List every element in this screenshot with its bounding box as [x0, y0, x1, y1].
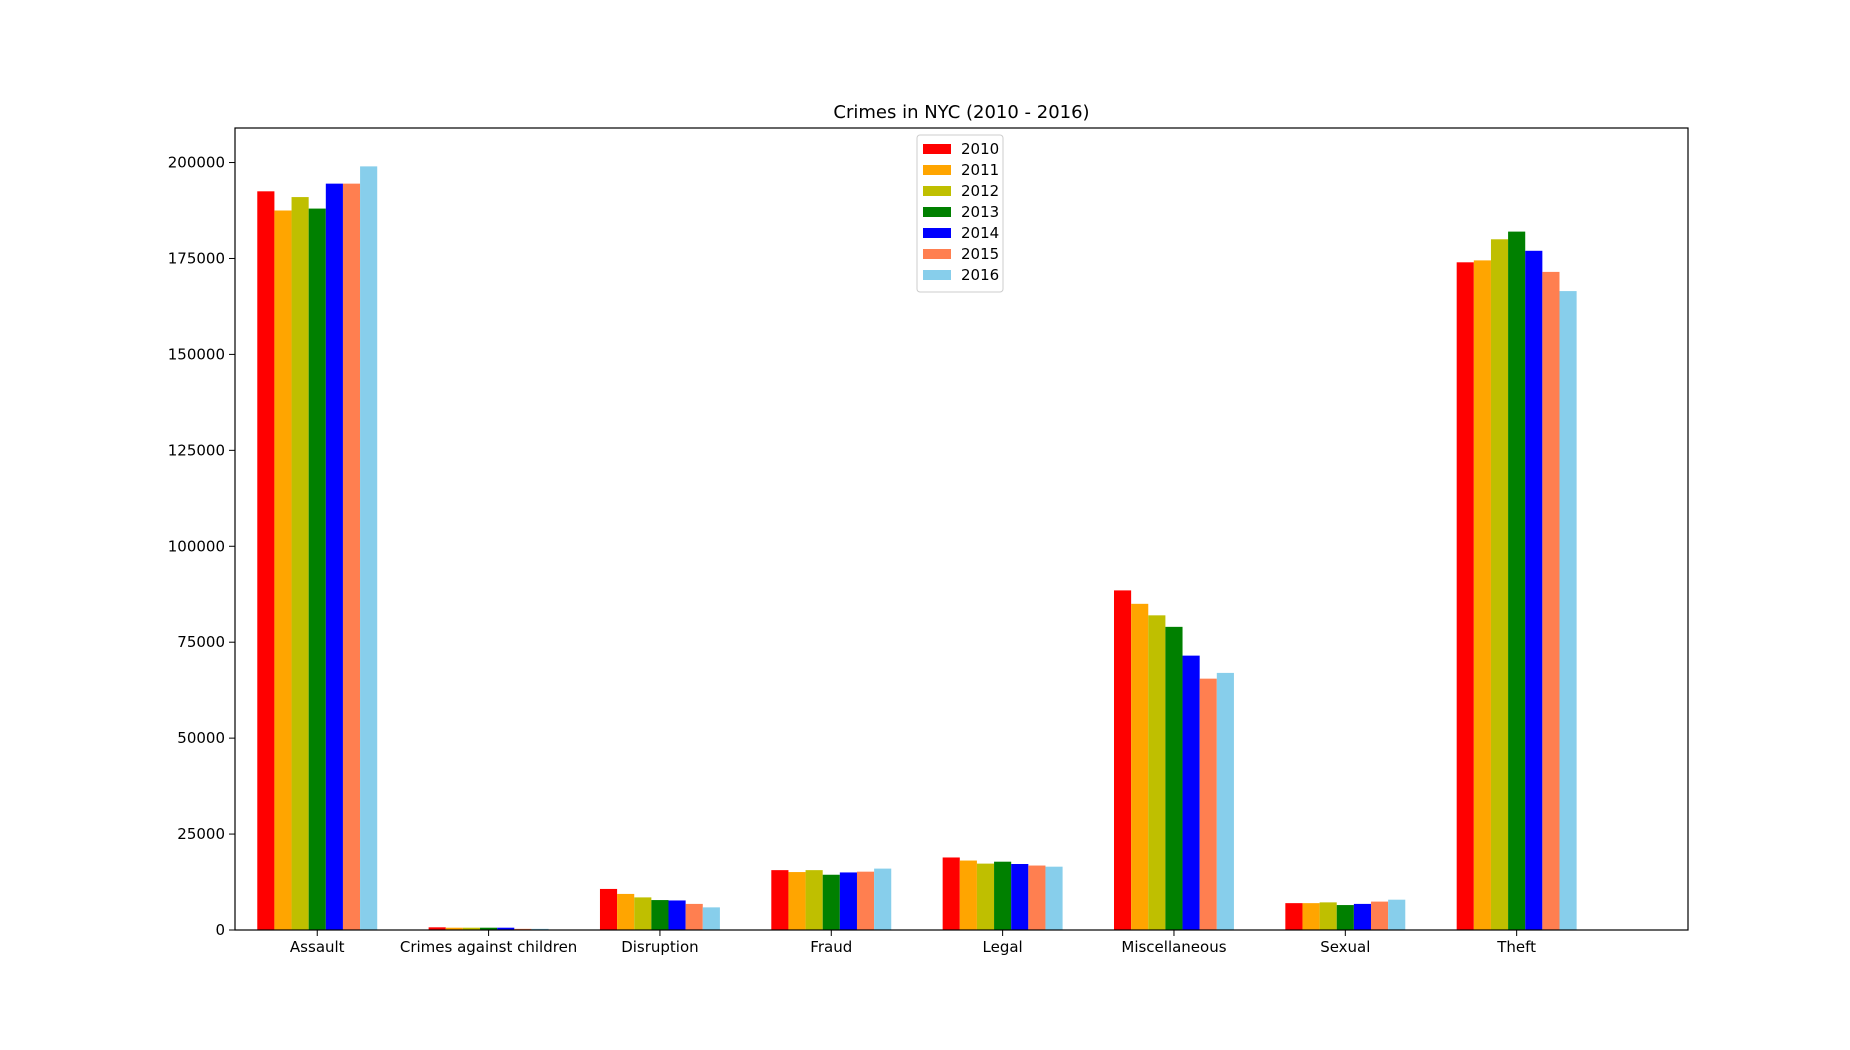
y-tick-label: 25000: [177, 825, 225, 843]
bar: [1182, 655, 1200, 930]
plot-frame: [234, 127, 1689, 931]
bar: [445, 927, 463, 930]
x-tick-label: Legal: [983, 938, 1023, 956]
legend-swatch: [923, 144, 951, 154]
y-tick-label: 125000: [168, 441, 225, 459]
y-tick-label: 50000: [177, 729, 225, 747]
bar: [634, 897, 652, 930]
bar: [291, 197, 309, 930]
legend-swatch: [923, 249, 951, 259]
bar: [360, 166, 378, 931]
bar: [1336, 905, 1354, 930]
bar: [976, 863, 995, 930]
legend-label: 2012: [961, 182, 999, 200]
bar: [274, 210, 292, 931]
bar: [428, 927, 446, 930]
bar: [617, 893, 635, 930]
bar: [771, 870, 789, 930]
x-tick-label: Crimes against children: [400, 938, 577, 956]
y-tick-label: 0: [215, 921, 225, 939]
bar: [839, 872, 857, 930]
x-tick-label: Theft: [1496, 938, 1536, 956]
bar: [1456, 262, 1474, 930]
bar: [874, 868, 892, 930]
bar: [668, 900, 686, 930]
x-tick-label: Disruption: [621, 938, 698, 956]
bar: [685, 903, 703, 930]
legend: 2010 2011 2012 2013 2014 2015 2016: [916, 134, 1004, 293]
legend-label: 2016: [961, 266, 999, 284]
bar: [308, 208, 326, 930]
bar: [702, 907, 720, 930]
bar: [1302, 903, 1320, 930]
bar: [1216, 672, 1234, 930]
y-tick-label: 175000: [168, 249, 225, 267]
legend-swatch: [923, 228, 951, 238]
bar: [1028, 865, 1046, 930]
bar: [1353, 903, 1372, 930]
bar: [1388, 899, 1406, 930]
y-axis: 0 25000 50000 75000 100000 125000 150000 175000…: [168, 154, 235, 939]
bar: [856, 871, 875, 930]
x-tick-label: Assault: [290, 938, 345, 956]
bar: [1148, 615, 1166, 930]
x-tick-label: Fraud: [810, 938, 852, 956]
bar: [1113, 590, 1132, 930]
bar: [1490, 239, 1509, 931]
legend-label: 2010: [961, 140, 999, 158]
bar: [1542, 271, 1560, 930]
bar: [1011, 863, 1029, 930]
bar: [1473, 260, 1491, 930]
bar: [1199, 678, 1217, 930]
x-tick-label: Sexual: [1320, 938, 1370, 956]
bar: [1165, 626, 1183, 930]
legend-label: 2011: [961, 161, 999, 179]
legend-label: 2013: [961, 203, 999, 221]
bars-group: [257, 166, 1577, 931]
bar: [651, 900, 669, 930]
x-tick-label: Miscellaneous: [1121, 938, 1226, 956]
bar: [1559, 291, 1577, 930]
bar: [1525, 250, 1543, 931]
bar: [1319, 902, 1337, 930]
bar: [822, 874, 840, 930]
bar: [942, 857, 960, 930]
bar: [959, 860, 977, 930]
legend-swatch: [923, 165, 951, 175]
y-tick-label: 75000: [177, 633, 225, 651]
bar: [1045, 866, 1063, 930]
chart-title: Crimes in NYC (2010 - 2016): [833, 102, 1089, 123]
bar: [325, 183, 343, 931]
bar: [480, 927, 498, 930]
bar: [788, 872, 806, 930]
y-tick-label: 200000: [168, 154, 225, 172]
bar: [1371, 901, 1389, 930]
bar: [497, 927, 515, 930]
legend-label: 2014: [961, 224, 999, 242]
y-tick-label: 100000: [168, 537, 225, 555]
y-tick-label: 150000: [168, 345, 225, 363]
legend-swatch: [923, 186, 951, 196]
legend-swatch: [923, 270, 951, 280]
x-axis: Assault Crimes against children Disruption…: [290, 930, 1536, 956]
bar: [462, 927, 481, 930]
bar: [994, 861, 1012, 930]
legend-swatch: [923, 207, 951, 217]
legend-label: 2015: [961, 245, 999, 263]
bar: [1508, 231, 1526, 930]
bar: [257, 191, 275, 930]
bar: [1131, 603, 1149, 930]
bar: [805, 870, 823, 930]
bar: [1285, 903, 1303, 930]
bar: [342, 183, 361, 931]
bar: [599, 888, 618, 930]
